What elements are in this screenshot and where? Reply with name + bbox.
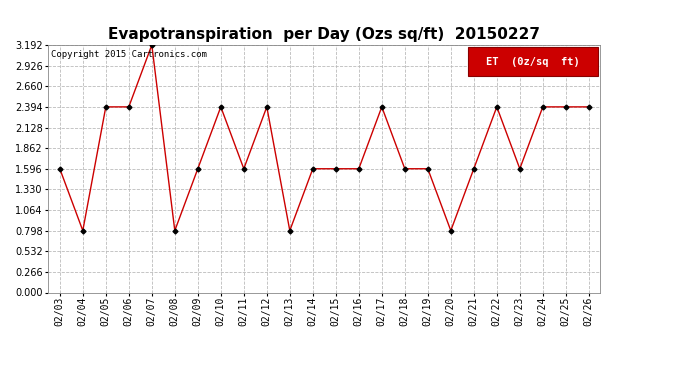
Text: Copyright 2015 Cartronics.com: Copyright 2015 Cartronics.com (51, 50, 207, 59)
Title: Evapotranspiration  per Day (Ozs sq/ft)  20150227: Evapotranspiration per Day (Ozs sq/ft) 2… (108, 27, 540, 42)
Text: ET  (0z/sq  ft): ET (0z/sq ft) (486, 57, 580, 67)
FancyBboxPatch shape (468, 48, 598, 76)
